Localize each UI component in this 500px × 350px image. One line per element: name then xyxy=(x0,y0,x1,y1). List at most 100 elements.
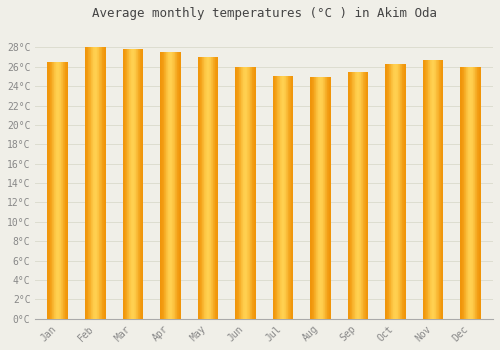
Bar xyxy=(285,77,286,318)
Bar xyxy=(356,72,358,318)
Bar xyxy=(282,77,283,318)
Bar xyxy=(60,62,62,318)
Bar xyxy=(91,48,92,319)
Bar xyxy=(124,49,126,318)
Bar xyxy=(216,57,217,318)
Bar xyxy=(388,64,390,319)
Bar xyxy=(64,62,66,318)
Bar xyxy=(471,67,472,318)
Bar xyxy=(425,60,426,318)
Bar xyxy=(461,67,462,318)
Bar xyxy=(468,67,469,318)
Bar xyxy=(360,72,362,318)
Bar xyxy=(395,64,396,319)
Bar xyxy=(313,77,314,318)
Bar xyxy=(172,52,173,318)
Bar xyxy=(128,49,130,318)
Bar xyxy=(362,72,363,318)
Bar xyxy=(435,60,436,318)
Bar xyxy=(279,77,280,318)
Bar xyxy=(66,62,67,318)
Bar xyxy=(236,67,237,318)
Bar xyxy=(203,57,204,318)
Bar xyxy=(249,67,250,318)
Bar xyxy=(432,60,433,318)
Bar xyxy=(315,77,316,318)
Bar xyxy=(354,72,356,318)
Bar xyxy=(440,60,442,318)
Bar xyxy=(100,48,101,319)
Bar xyxy=(99,48,100,319)
Bar xyxy=(367,72,368,318)
Bar xyxy=(239,67,240,318)
Bar xyxy=(103,48,104,319)
Bar xyxy=(365,72,366,318)
Bar xyxy=(244,67,245,318)
Bar xyxy=(62,62,64,318)
Bar xyxy=(160,52,162,318)
Bar xyxy=(466,67,467,318)
Bar xyxy=(328,77,330,318)
Bar xyxy=(353,72,354,318)
Bar xyxy=(210,57,212,318)
Bar xyxy=(290,77,291,318)
Bar xyxy=(283,77,284,318)
Bar xyxy=(399,64,400,319)
Bar xyxy=(428,60,429,318)
Bar xyxy=(208,57,210,318)
Bar xyxy=(238,67,240,318)
Bar xyxy=(162,52,163,318)
Bar xyxy=(434,60,435,318)
Bar xyxy=(237,67,238,318)
Bar xyxy=(280,77,281,318)
Bar xyxy=(141,49,142,318)
Bar xyxy=(386,64,388,319)
Bar xyxy=(430,60,431,318)
Bar xyxy=(316,77,317,318)
Bar xyxy=(163,52,164,318)
Bar xyxy=(48,62,49,318)
Bar xyxy=(288,77,289,318)
Bar xyxy=(131,49,132,318)
Bar xyxy=(199,57,200,318)
Bar xyxy=(326,77,328,318)
Bar xyxy=(170,52,171,318)
Bar xyxy=(104,48,105,319)
Bar xyxy=(479,67,480,318)
Bar xyxy=(476,67,478,318)
Bar xyxy=(50,62,51,318)
Bar xyxy=(49,62,50,318)
Bar xyxy=(390,64,392,319)
Bar xyxy=(244,67,246,318)
Bar xyxy=(140,49,141,318)
Bar xyxy=(87,48,88,319)
Bar xyxy=(89,48,90,319)
Bar xyxy=(469,67,470,318)
Bar xyxy=(217,57,218,318)
Bar xyxy=(352,72,353,318)
Bar xyxy=(167,52,168,318)
Bar xyxy=(330,77,331,318)
Bar xyxy=(462,67,463,318)
Bar xyxy=(101,48,102,319)
Bar xyxy=(474,67,476,318)
Bar xyxy=(422,60,424,318)
Bar xyxy=(202,57,203,318)
Bar xyxy=(130,49,131,318)
Bar xyxy=(470,67,472,318)
Bar xyxy=(427,60,428,318)
Bar xyxy=(355,72,356,318)
Bar xyxy=(252,67,253,318)
Bar xyxy=(387,64,388,319)
Bar xyxy=(467,67,468,318)
Bar xyxy=(439,60,440,318)
Bar xyxy=(284,77,285,318)
Bar xyxy=(207,57,208,318)
Bar xyxy=(478,67,479,318)
Bar xyxy=(248,67,249,318)
Bar xyxy=(366,72,367,318)
Bar xyxy=(136,49,137,318)
Bar xyxy=(56,62,57,318)
Bar xyxy=(393,64,394,319)
Bar xyxy=(363,72,364,318)
